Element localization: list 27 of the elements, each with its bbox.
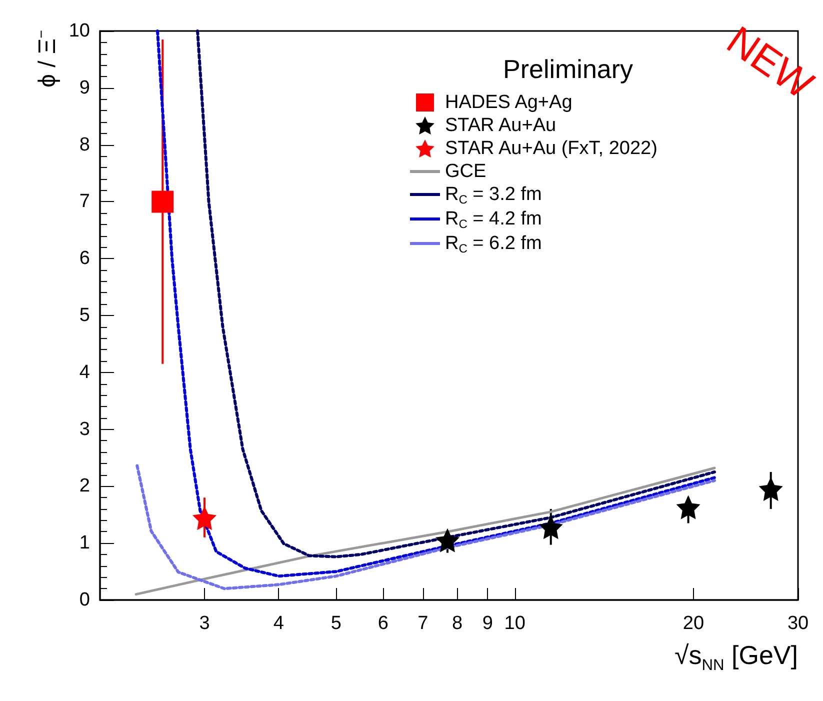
x-tick-label: 9 (482, 613, 493, 634)
x-tick-label: 8 (452, 613, 463, 634)
y-tick-label: 8 (79, 134, 90, 156)
annotation: Preliminary (503, 54, 634, 84)
x-tick-label: 7 (418, 613, 428, 634)
y-tick-label: 5 (79, 305, 90, 326)
legend-label: STAR Au+Au (FxT, 2022) (445, 138, 658, 159)
y-tick-label: 1 (79, 532, 90, 554)
x-tick-label: 6 (378, 613, 388, 634)
legend-label: GCE (445, 161, 486, 182)
legend-label: STAR Au+Au (445, 115, 556, 136)
y-tick-label: 6 (79, 248, 90, 270)
x-tick-label: 30 (787, 613, 809, 634)
x-tick-label: 3 (199, 613, 210, 634)
y-tick-label: 10 (68, 20, 90, 42)
y-tick-label: 9 (79, 77, 90, 98)
legend-label: HADES Ag+Ag (445, 92, 572, 113)
y-tick-label: 0 (79, 590, 90, 610)
y-tick-label: 2 (79, 476, 90, 497)
x-axis-title: √s$_{NN}$ [GeV] (674, 640, 798, 676)
x-tick-label: 4 (273, 613, 284, 634)
x-tick-label: 20 (682, 613, 704, 634)
y-tick-label: 4 (79, 362, 90, 383)
y-tick-label: 7 (79, 191, 90, 212)
x-tick-label: 5 (330, 613, 342, 634)
y-tick-label: 3 (79, 418, 90, 440)
x-tick-label: 10 (504, 613, 526, 634)
